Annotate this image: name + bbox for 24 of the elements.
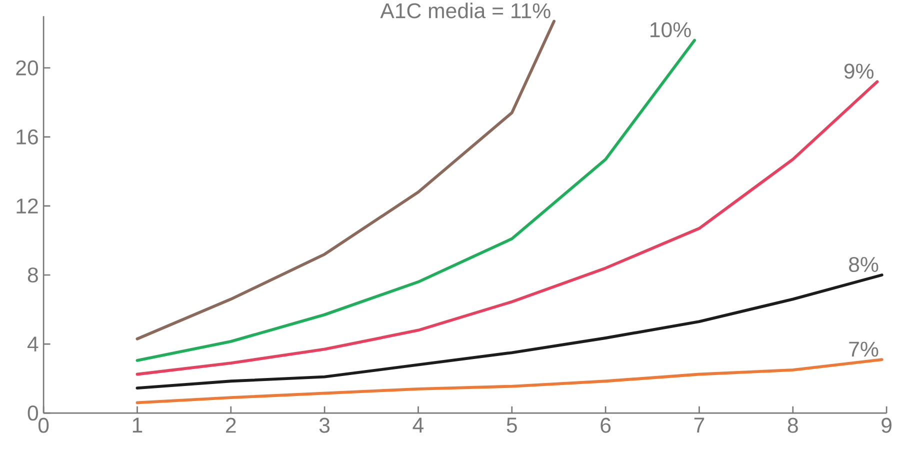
y-tick-label: 4 (27, 336, 38, 352)
series-label: 7% (849, 342, 878, 357)
y-tick-label: 16 (16, 130, 38, 145)
x-tick-label: 3 (319, 418, 330, 434)
x-tick-label: 1 (132, 418, 142, 433)
y-tick-label: 12 (16, 198, 38, 214)
series-label: A1C media = 11% (380, 2, 550, 19)
x-tick-label: 6 (600, 418, 611, 434)
x-tick-label: 7 (694, 418, 704, 433)
series-label: 9% (844, 64, 874, 79)
x-tick-label: 5 (506, 418, 517, 433)
y-tick-label: 8 (28, 268, 38, 283)
x-tick-label: 9 (882, 418, 892, 434)
line-series (136, 20, 556, 341)
x-tick-label: 0 (38, 418, 49, 434)
series-label: 8% (849, 257, 878, 272)
x-tick-label: 8 (788, 418, 798, 434)
x-tick-label: 2 (226, 418, 236, 433)
y-tick-label: 20 (16, 60, 38, 76)
y-tick-label: 0 (28, 406, 38, 421)
series-label: 10% (650, 22, 691, 38)
line-series (136, 38, 696, 362)
line-series (136, 80, 879, 376)
x-tick-label: 4 (412, 418, 424, 433)
